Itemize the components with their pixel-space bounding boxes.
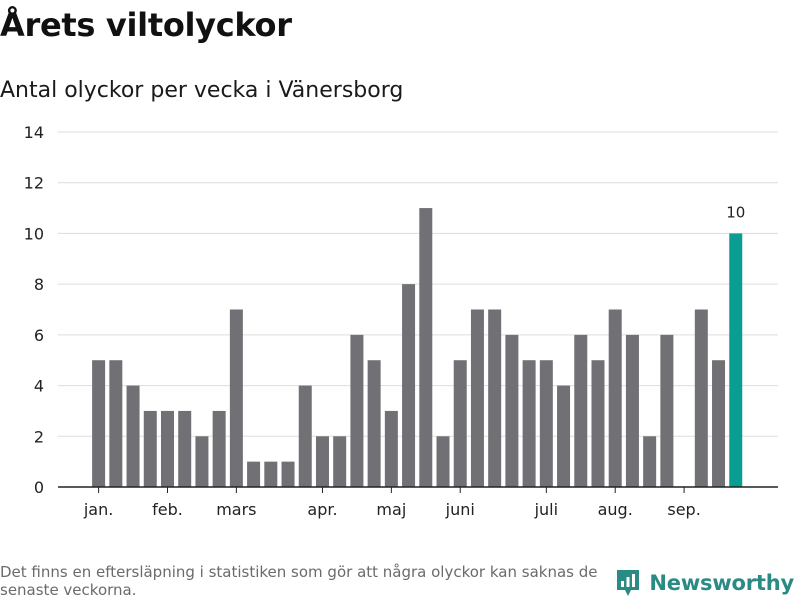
bar <box>315 436 329 487</box>
bar <box>470 309 484 487</box>
bar <box>298 385 312 487</box>
bar <box>712 360 726 487</box>
y-tick-label: 6 <box>34 326 44 345</box>
chart-subtitle: Antal olyckor per vecka i Vänersborg <box>0 78 404 103</box>
bar <box>333 436 347 487</box>
bar <box>505 334 519 487</box>
bar <box>436 436 450 487</box>
bar <box>591 360 605 487</box>
x-tick-label: aug. <box>598 500 633 519</box>
y-tick-label: 0 <box>34 478 44 497</box>
bar <box>212 410 226 487</box>
y-tick-label: 10 <box>24 224 44 243</box>
bar <box>281 461 295 487</box>
y-tick-label: 8 <box>34 275 44 294</box>
bar <box>384 410 398 487</box>
bar <box>92 360 106 487</box>
bar <box>264 461 278 487</box>
bar <box>660 334 674 487</box>
bar <box>143 410 157 487</box>
x-tick-label: feb. <box>152 500 183 519</box>
bar <box>109 360 123 487</box>
x-tick-label: mars <box>216 500 256 519</box>
bar <box>574 334 588 487</box>
bar <box>539 360 553 487</box>
bar <box>522 360 536 487</box>
newsworthy-logo-icon <box>617 570 640 596</box>
x-tick-label: jan. <box>83 500 113 519</box>
data-label: 10 <box>726 203 745 221</box>
bar <box>643 436 657 487</box>
bar <box>350 334 364 487</box>
footnote: Det finns en eftersläpning i statistiken… <box>0 563 598 599</box>
x-tick-label: maj <box>376 500 406 519</box>
newsworthy-brand[interactable]: Newsworthy <box>615 568 794 598</box>
bar <box>625 334 639 487</box>
bar <box>229 309 243 487</box>
brand-name: Newsworthy <box>649 571 794 595</box>
bar <box>488 309 502 487</box>
y-tick-label: 2 <box>34 427 44 446</box>
bar <box>195 436 209 487</box>
bar <box>160 410 174 487</box>
x-tick-label: juli <box>534 500 558 519</box>
y-tick-label: 14 <box>24 123 44 142</box>
x-axis-ticks: jan. feb. mars apr. maj juni juli aug. sep. <box>83 487 701 519</box>
x-tick-label: sep. <box>667 500 700 519</box>
bar <box>557 385 571 487</box>
bars <box>92 208 743 487</box>
bar <box>178 410 192 487</box>
data-labels: 10 <box>726 203 745 221</box>
x-tick-label: apr. <box>307 500 337 519</box>
bar <box>247 461 261 487</box>
bar <box>419 208 433 487</box>
y-axis-ticks: 0 2 4 6 8 10 12 14 <box>24 123 44 497</box>
x-tick-label: juni <box>445 500 475 519</box>
gridlines <box>58 131 778 437</box>
chart-title: Årets viltolyckor <box>0 6 292 44</box>
y-tick-label: 12 <box>24 174 44 193</box>
bar <box>367 360 381 487</box>
bar <box>608 309 622 487</box>
bar-chart: 0 2 4 6 8 10 12 14 10 jan. feb. mars apr. maj juni ju… <box>24 123 778 519</box>
y-tick-label: 4 <box>34 377 44 396</box>
bar <box>694 309 708 487</box>
bar-highlight <box>729 233 743 487</box>
bar <box>126 385 140 487</box>
bar <box>402 284 416 487</box>
bar <box>453 360 467 487</box>
